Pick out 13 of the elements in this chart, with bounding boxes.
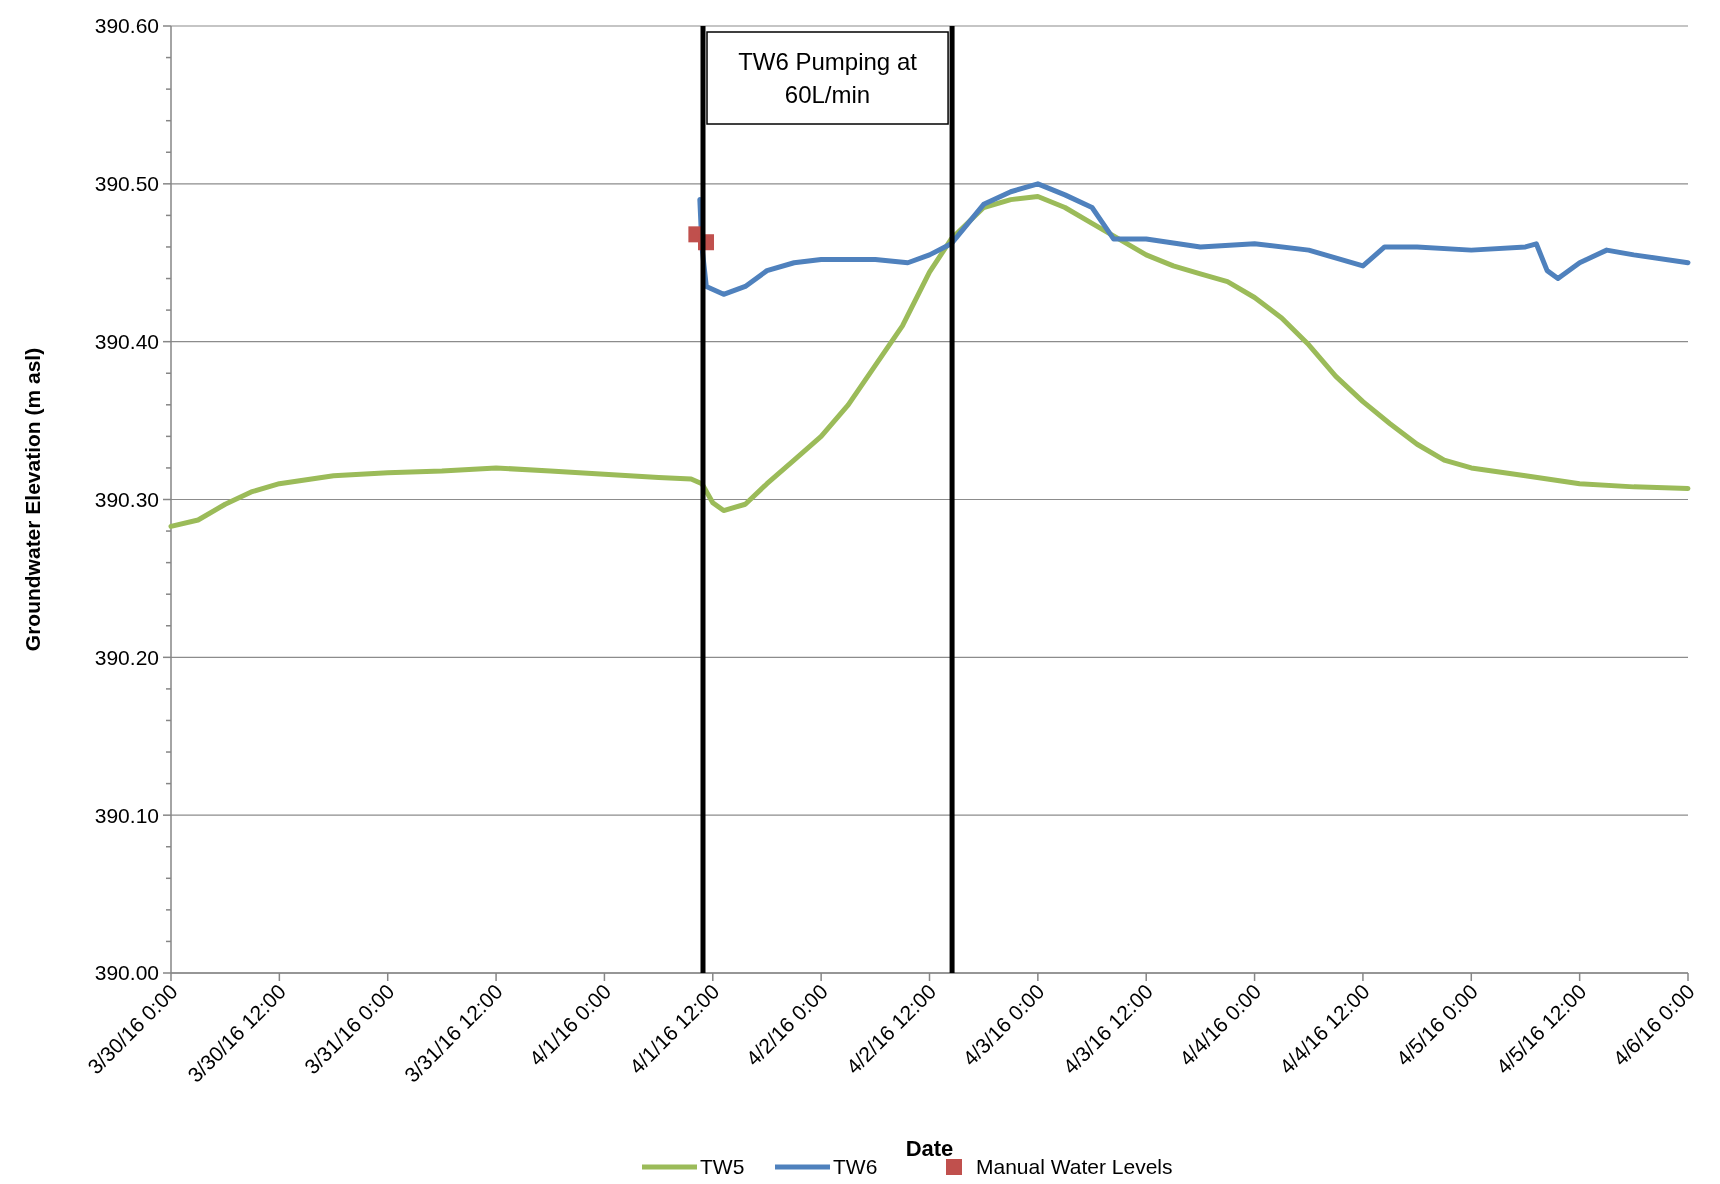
x-axis-title: Date (905, 1136, 954, 1161)
y-tick-label: 390.50 (94, 172, 159, 196)
legend-label: TW5 (700, 1155, 745, 1178)
y-axis-title: Groundwater Elevation (m asl) (21, 347, 44, 652)
y-tick-label: 390.10 (94, 803, 159, 827)
y-tick-label: 390.30 (94, 487, 159, 511)
legend-label: Manual Water Levels (976, 1155, 1173, 1178)
y-tick-label: 390.60 (94, 14, 159, 38)
annotation: TW6 Pumping at 60L/min (738, 48, 918, 108)
y-tick-label: 390.20 (94, 645, 159, 669)
y-tick-label: 390.00 (94, 961, 159, 985)
legend-label: TW6 (833, 1155, 878, 1178)
y-tick-label: 390.40 (94, 330, 159, 354)
